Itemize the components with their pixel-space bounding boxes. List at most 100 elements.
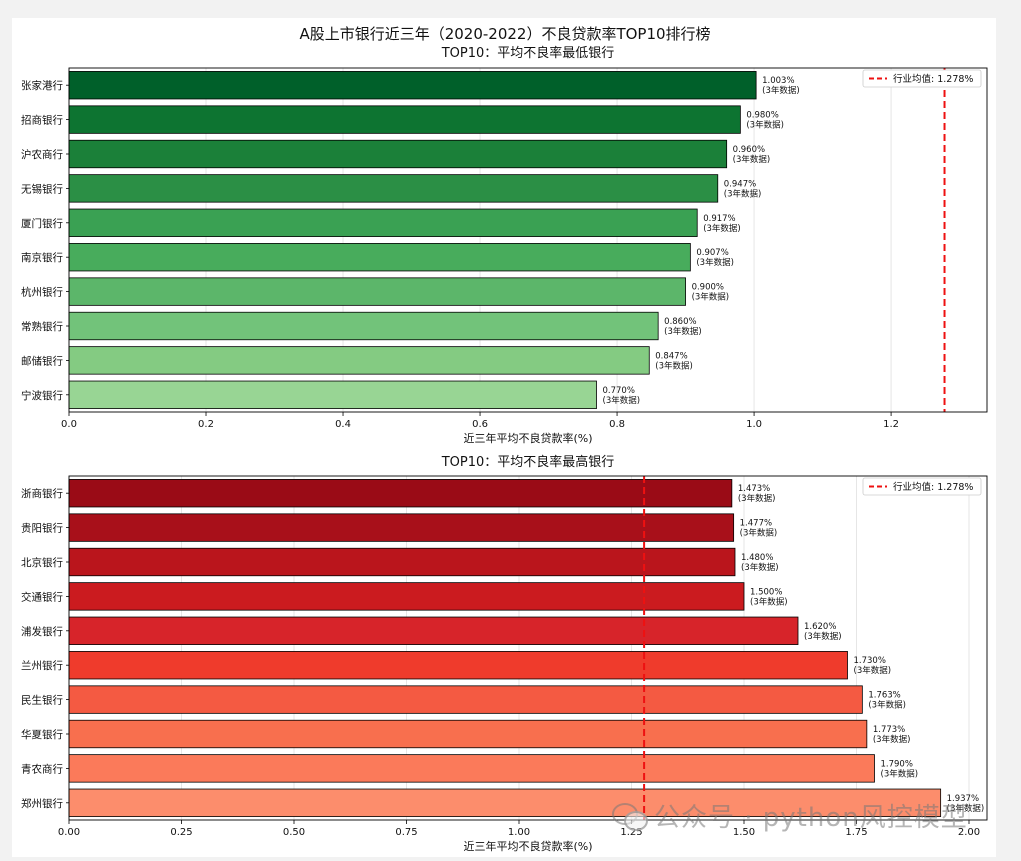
legend: 行业均值: 1.278% [862,69,982,88]
bar [68,380,597,409]
category-label: 兰州银行 [21,659,63,672]
x-tick-label: 1.2 [883,419,899,430]
bar [68,651,848,680]
value-label: 0.847% [655,351,687,361]
x-axis-label: 近三年平均不良贷款率(%) [463,839,592,853]
bar [68,346,650,375]
value-sublabel: (3年数据) [762,85,800,96]
value-label: 0.947% [724,179,756,189]
bar [68,105,741,134]
value-sublabel: (3年数据) [746,120,784,131]
x-tick-label: 1.75 [845,827,867,838]
category-label: 浙商银行 [21,487,63,500]
value-label: 1.620% [804,622,836,632]
value-sublabel: (3年数据) [733,154,771,165]
value-sublabel: (3年数据) [947,803,985,814]
category-label: 招商银行 [21,114,63,127]
x-tick-label: 0.75 [395,827,417,838]
legend-label: 行业均值: 1.278% [893,73,973,85]
value-label: 0.917% [703,214,735,224]
legend: 行业均值: 1.278% [862,477,982,496]
category-label: 郑州银行 [21,797,63,810]
x-tick-label: 0.2 [198,419,214,430]
x-axis-label: 近三年平均不良贷款率(%) [463,431,592,445]
bar [68,685,863,714]
value-sublabel: (3年数据) [750,596,788,607]
bar [68,139,728,169]
category-label: 北京银行 [21,556,63,569]
value-label: 1.473% [738,484,770,494]
value-sublabel: (3年数据) [741,562,779,573]
value-sublabel: (3年数据) [724,188,762,199]
legend-box [862,477,982,496]
category-label: 厦门银行 [21,217,63,230]
x-tick-label: 0.50 [283,827,305,838]
value-sublabel: (3年数据) [804,631,842,642]
chart-title: TOP10：平均不良率最低银行 [441,45,615,61]
bar [68,513,735,542]
value-label: 0.770% [603,386,635,396]
value-label: 0.960% [733,145,765,155]
value-sublabel: (3年数据) [692,292,730,303]
value-label: 1.480% [741,553,773,563]
category-label: 贵阳银行 [21,522,63,535]
category-label: 青农商行 [21,762,63,775]
x-tick-label: 0.6 [472,419,488,430]
value-sublabel: (3年数据) [738,493,776,504]
axes-frame [68,67,988,413]
value-sublabel: (3年数据) [664,326,702,337]
value-sublabel: (3年数据) [696,257,734,268]
bar [68,479,733,508]
bar [68,71,757,100]
figure-title: A股上市银行近三年（2020-2022）不良贷款率TOP10排行榜 [299,25,710,43]
bar [68,208,698,237]
value-sublabel: (3年数据) [703,223,741,234]
x-tick-label: 1.50 [733,827,755,838]
axes-frame [68,475,988,821]
bar [68,547,736,577]
value-label: 0.860% [664,317,696,327]
category-label: 南京银行 [21,251,63,264]
x-tick-label: 2.00 [958,827,980,838]
x-tick-label: 0.0 [61,419,77,430]
category-label: 浦发银行 [21,625,63,638]
bar [68,719,868,749]
value-label: 1.773% [873,725,905,735]
x-tick-label: 0.4 [335,419,351,430]
value-sublabel: (3年数据) [854,665,892,676]
bar [68,243,691,272]
value-label: 1.500% [750,587,782,597]
value-sublabel: (3年数据) [655,360,693,371]
x-tick-label: 1.0 [746,419,762,430]
legend-box [862,69,982,88]
category-label: 邮储银行 [21,354,63,367]
category-label: 张家港行 [21,79,63,92]
category-label: 沪农商行 [21,148,63,161]
x-tick-label: 1.00 [508,827,530,838]
category-label: 宁波银行 [21,389,63,402]
value-label: 1.763% [868,691,900,701]
value-label: 0.980% [746,111,778,121]
bar [68,788,942,817]
value-label: 1.790% [881,759,913,769]
value-sublabel: (3年数据) [873,734,911,745]
legend-label: 行业均值: 1.278% [893,481,973,493]
category-label: 常熟银行 [21,320,63,333]
category-label: 华夏银行 [21,728,63,741]
x-tick-label: 0.8 [609,419,625,430]
bar [68,311,659,341]
value-label: 1.003% [762,76,794,86]
value-label: 1.730% [854,656,886,666]
x-tick-label: 0.25 [170,827,192,838]
category-label: 无锡银行 [21,182,63,195]
value-sublabel: (3年数据) [868,700,906,711]
value-label: 1.477% [740,519,772,529]
bar [68,582,745,611]
x-tick-label: 0.00 [58,827,80,838]
bar [68,277,686,306]
bar [68,174,719,203]
value-label: 0.907% [696,248,728,258]
